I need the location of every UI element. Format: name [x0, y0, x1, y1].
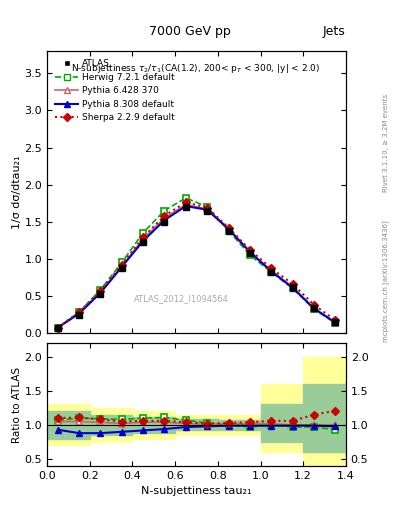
Text: ATLAS_2012_I1094564: ATLAS_2012_I1094564: [134, 294, 229, 304]
Text: N-subjettiness $\tau_2/\tau_1$(CA(1.2), 200< p$_T$ < 300, |y| < 2.0): N-subjettiness $\tau_2/\tau_1$(CA(1.2), …: [71, 62, 320, 75]
Y-axis label: Ratio to ATLAS: Ratio to ATLAS: [12, 367, 22, 442]
Legend: ATLAS, Herwig 7.2.1 default, Pythia 6.428 370, Pythia 8.308 default, Sherpa 2.2.: ATLAS, Herwig 7.2.1 default, Pythia 6.42…: [51, 56, 179, 126]
Text: 7000 GeV pp: 7000 GeV pp: [149, 26, 231, 38]
Text: Jets: Jets: [323, 26, 346, 38]
Text: mcplots.cern.ch [arXiv:1306.3436]: mcplots.cern.ch [arXiv:1306.3436]: [382, 221, 389, 343]
Text: Rivet 3.1.10, ≥ 3.2M events: Rivet 3.1.10, ≥ 3.2M events: [383, 94, 389, 193]
Y-axis label: 1/σ dσ/dtau₂₁: 1/σ dσ/dtau₂₁: [12, 155, 22, 229]
X-axis label: N-subjettiness tau₂₁: N-subjettiness tau₂₁: [141, 486, 252, 496]
